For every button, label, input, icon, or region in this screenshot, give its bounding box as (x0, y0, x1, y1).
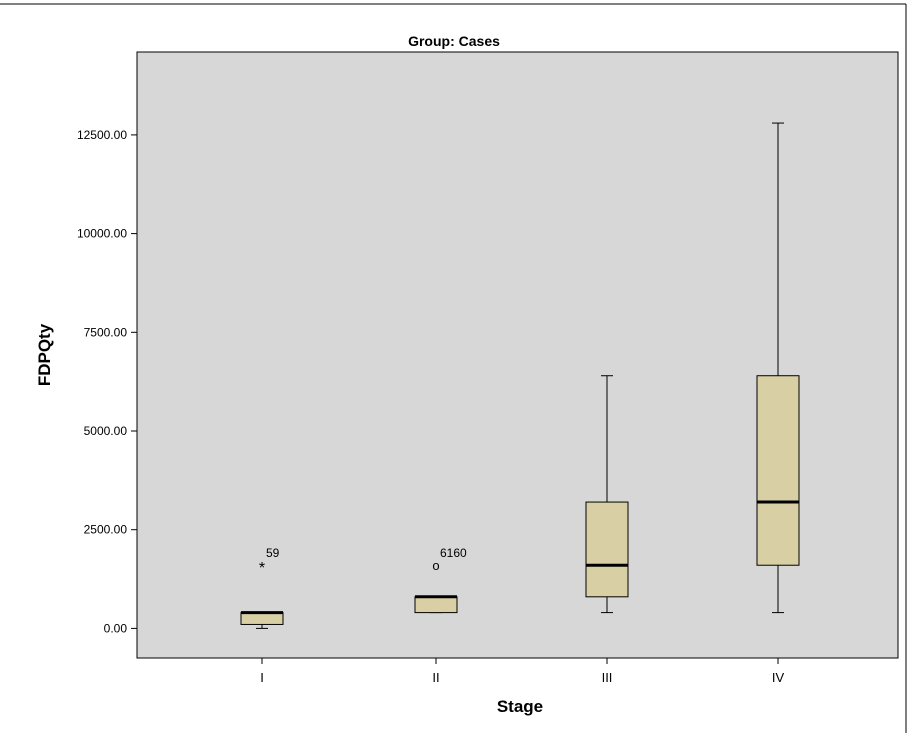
box-group-III (585, 375, 629, 614)
box-group-IV (756, 122, 800, 614)
plot-area (136, 51, 899, 659)
y-tick-label: 7500.00 (84, 325, 128, 339)
x-tick-label: I (260, 670, 264, 685)
y-tick-label: 5000.00 (84, 424, 128, 438)
box-group-II (414, 595, 458, 614)
outlier-label: 6160 (440, 546, 467, 560)
box (756, 375, 800, 566)
box (414, 596, 458, 614)
axis-ticks: 0.00 2500.00 5000.00 7500.00 10000.00 12500.0… (77, 128, 785, 685)
x-tick-label: III (602, 670, 613, 685)
chart-title: Group: Cases (408, 33, 500, 49)
y-tick-label: 2500.00 (84, 523, 128, 537)
box (240, 612, 284, 625)
outlier-label: 59 (266, 546, 280, 560)
y-axis-label: FDPQty (35, 323, 54, 386)
y-tick-label: 10000.00 (77, 227, 127, 241)
y-tick-label: 0.00 (104, 621, 128, 635)
x-axis-label: Stage (497, 697, 543, 716)
y-tick-label: 12500.00 (77, 128, 127, 142)
x-tick-label: II (432, 670, 439, 685)
x-tick-label: IV (772, 670, 785, 685)
box-group-I (240, 611, 284, 629)
outlier-marker: o (432, 558, 439, 573)
box (585, 501, 629, 598)
extreme-outlier-marker: * (259, 560, 265, 577)
